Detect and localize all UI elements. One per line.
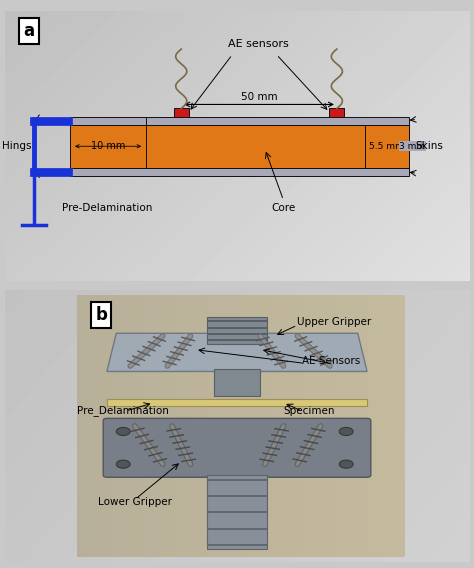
Bar: [329, 108, 344, 116]
Circle shape: [339, 460, 353, 468]
Bar: [207, 320, 267, 323]
Text: Pre_Delamination: Pre_Delamination: [77, 406, 169, 416]
Bar: [214, 369, 260, 396]
FancyBboxPatch shape: [103, 419, 371, 477]
Bar: [207, 495, 267, 497]
Bar: [207, 475, 267, 549]
Bar: [107, 399, 367, 406]
Text: Specimen: Specimen: [283, 406, 335, 416]
Text: Pre-Delamination: Pre-Delamination: [62, 203, 152, 213]
Text: Lower Gripper: Lower Gripper: [98, 498, 172, 507]
Bar: [70, 168, 409, 176]
Circle shape: [339, 427, 353, 436]
Text: AE sensors: AE sensors: [228, 39, 288, 49]
Text: AE Sensors: AE Sensors: [302, 356, 360, 366]
Text: 5.5 mm: 5.5 mm: [369, 142, 404, 151]
Bar: [70, 116, 146, 125]
Text: a: a: [23, 22, 35, 40]
Text: 3 mm: 3 mm: [399, 142, 426, 151]
Bar: [207, 528, 267, 529]
Circle shape: [116, 460, 130, 468]
Text: 50 mm: 50 mm: [241, 92, 277, 102]
Bar: [70, 116, 409, 125]
Bar: [30, 168, 72, 176]
Text: 10 mm: 10 mm: [91, 141, 125, 151]
Bar: [207, 327, 267, 329]
Text: Hings: Hings: [2, 141, 32, 151]
Circle shape: [116, 427, 130, 436]
Bar: [207, 479, 267, 481]
Polygon shape: [107, 333, 367, 371]
Text: Upper Gripper: Upper Gripper: [297, 318, 372, 327]
Bar: [207, 317, 267, 344]
Text: b: b: [95, 306, 107, 324]
Text: Skins: Skins: [416, 141, 444, 151]
Bar: [30, 116, 72, 125]
Bar: [207, 333, 267, 335]
Bar: [207, 544, 267, 546]
Bar: [207, 511, 267, 513]
Bar: [70, 125, 409, 168]
Text: Core: Core: [271, 203, 296, 213]
Bar: [207, 339, 267, 341]
Bar: [174, 108, 189, 116]
